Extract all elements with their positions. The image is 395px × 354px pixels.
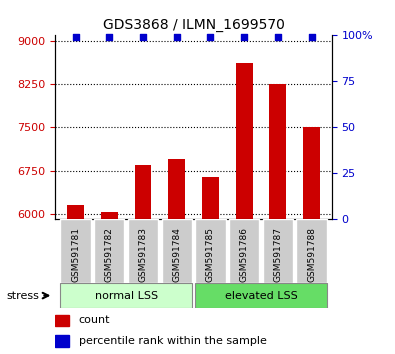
Bar [168, 159, 185, 354]
Point [275, 34, 281, 40]
Text: GSM591788: GSM591788 [307, 227, 316, 282]
Point [241, 34, 247, 40]
Bar [67, 205, 84, 354]
FancyBboxPatch shape [94, 219, 124, 283]
Text: GSM591781: GSM591781 [71, 227, 80, 282]
FancyBboxPatch shape [60, 283, 192, 308]
Text: GSM591782: GSM591782 [105, 227, 114, 282]
Bar [55, 335, 69, 347]
FancyBboxPatch shape [128, 219, 158, 283]
Text: count: count [79, 315, 110, 325]
Text: GSM591787: GSM591787 [273, 227, 282, 282]
Text: elevated LSS: elevated LSS [225, 291, 297, 301]
Text: stress: stress [6, 291, 39, 301]
Text: percentile rank within the sample: percentile rank within the sample [79, 336, 266, 346]
Text: GSM591786: GSM591786 [240, 227, 248, 282]
FancyBboxPatch shape [60, 219, 91, 283]
Bar [303, 127, 320, 354]
Text: GSM591783: GSM591783 [139, 227, 147, 282]
Bar [55, 315, 69, 326]
Bar [202, 177, 219, 354]
FancyBboxPatch shape [229, 219, 259, 283]
Bar [269, 84, 286, 354]
Point [140, 34, 146, 40]
FancyBboxPatch shape [195, 219, 226, 283]
Text: GSM591784: GSM591784 [172, 227, 181, 282]
Point [173, 34, 180, 40]
Point [207, 34, 214, 40]
FancyBboxPatch shape [195, 283, 327, 308]
Text: normal LSS: normal LSS [94, 291, 158, 301]
Point [308, 34, 315, 40]
Text: GSM591785: GSM591785 [206, 227, 215, 282]
Title: GDS3868 / ILMN_1699570: GDS3868 / ILMN_1699570 [103, 18, 284, 32]
FancyBboxPatch shape [263, 219, 293, 283]
Bar [135, 165, 151, 354]
Bar [101, 212, 118, 354]
Point [72, 34, 79, 40]
FancyBboxPatch shape [296, 219, 327, 283]
Bar [236, 63, 252, 354]
Point [106, 34, 113, 40]
FancyBboxPatch shape [162, 219, 192, 283]
